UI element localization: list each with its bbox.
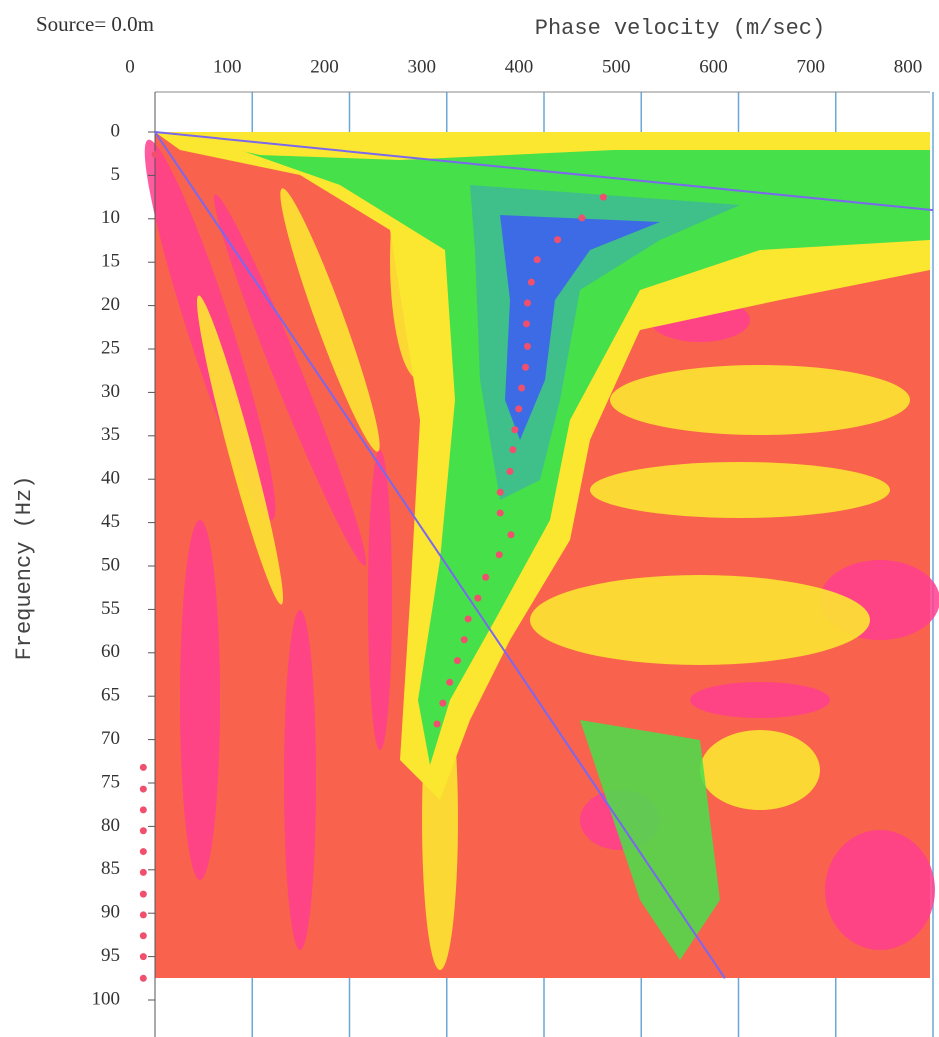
y-tick-label: 10 [101,207,120,228]
pick-point [446,679,453,686]
pick-point [140,891,147,898]
chart: Source= 0.0m Phase velocity (m/sec) Freq… [0,0,939,1037]
pick-point [524,343,531,350]
x-axis-title: Phase velocity (m/sec) [535,16,825,41]
pick-point [140,827,147,834]
pick-point [534,256,541,263]
x-tick-label: 700 [797,56,826,77]
y-tick-label: 45 [101,511,120,532]
pick-point [509,446,516,453]
pick-point [522,364,529,371]
page: Source= 0.0m Phase velocity (m/sec) Freq… [0,0,939,1037]
pick-point [515,405,522,412]
pick-point [474,595,481,602]
pick-point [518,385,525,392]
dispersion-image [127,132,939,978]
pick-point [482,574,489,581]
pick-point [497,510,504,517]
x-tick-label: 0 [125,56,135,77]
y-tick-label: 95 [101,945,120,966]
pick-point [434,720,441,727]
pick-point [140,953,147,960]
y-tick-label: 25 [101,337,120,358]
pick-point [140,975,147,982]
pick-point [439,700,446,707]
y-tick-label: 15 [101,251,120,272]
y-tick-label: 85 [101,858,120,879]
pick-point [578,214,585,221]
pick-point [465,615,472,622]
pick-point [506,468,513,475]
pick-point [140,911,147,918]
pick-point [454,657,461,664]
y-tick-label: 100 [92,988,121,1009]
pick-point [524,299,531,306]
y-tick-label: 35 [101,424,120,445]
x-tick-label: 400 [505,56,534,77]
pick-point [461,636,468,643]
pick-point [140,848,147,855]
pick-point [140,764,147,771]
y-tick-label: 50 [101,554,120,575]
pick-point [140,786,147,793]
y-tick-label: 20 [101,294,120,315]
y-tick-label: 75 [101,771,120,792]
y-tick-label: 65 [101,685,120,706]
pick-point [140,869,147,876]
x-tick-label: 100 [213,56,242,77]
pick-point [496,551,503,558]
pick-point [140,932,147,939]
pick-point [528,279,535,286]
x-tick-label: 600 [699,56,728,77]
y-tick-label: 55 [101,598,120,619]
x-tick-label: 200 [310,56,339,77]
x-tick-label: 800 [894,56,923,77]
pick-point [511,426,518,433]
pick-point [497,489,504,496]
y-tick-label: 60 [101,641,120,662]
y-tick-label: 30 [101,381,120,402]
y-tick-label: 40 [101,468,120,489]
y-tick-label: 70 [101,728,120,749]
pick-point [523,320,530,327]
y-tick-label: 80 [101,815,120,836]
source-label: Source= 0.0m [36,12,154,36]
y-tick-label: 90 [101,902,120,923]
y-axis-title: Frequency (Hz) [12,476,37,661]
pick-point [152,151,159,158]
y-tick-label: 0 [111,120,121,141]
pick-point [507,531,514,538]
x-tick-label: 300 [408,56,437,77]
pick-point [140,806,147,813]
pick-point [600,194,607,201]
y-tick-label: 5 [111,164,121,185]
pick-point [554,236,561,243]
x-tick-label: 500 [602,56,631,77]
